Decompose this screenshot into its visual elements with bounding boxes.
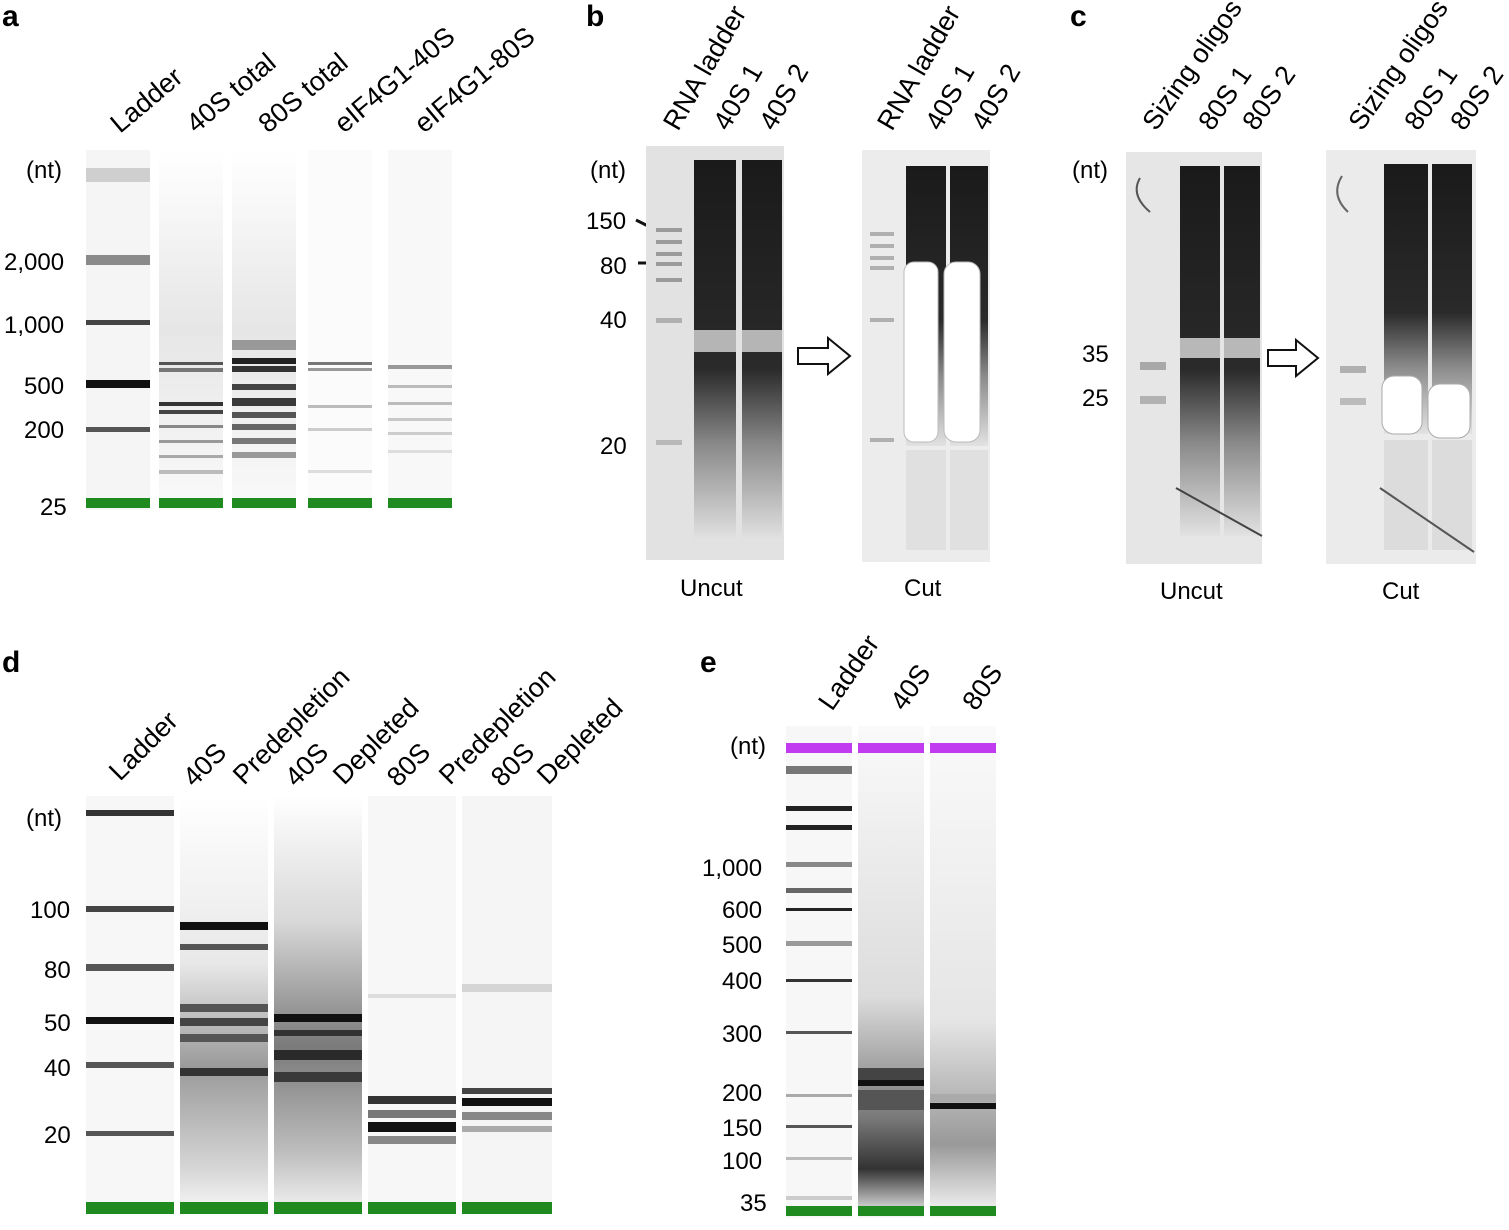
tick-label: 500 [24,373,64,400]
tick-label: 40 [44,1055,71,1082]
panel-b-label: b [586,0,604,33]
panel-d-label: d [2,646,20,679]
tick-label: 20 [600,433,627,460]
panel-a: a Ladder 40S total 80S total eIF4G1-40S … [2,0,541,521]
sample-bands [232,340,296,458]
panel-e: e Ladder 40S 80S (nt) 1,000 600 500 400 … [700,629,1008,1218]
caption-cut: Cut [904,575,942,602]
lane-label: 40S [177,737,232,792]
sample-bands [308,362,372,473]
sample-bands [368,994,456,1144]
sample-bands [858,1068,924,1110]
unit-label: (nt) [590,157,626,184]
marker-bands [786,743,996,1216]
gel-lane [368,796,456,1214]
tick-label: 150 [722,1115,762,1142]
sample-bands [462,984,552,1132]
tick-label: 200 [24,417,64,444]
lane-label: 40S 2 [753,59,814,135]
lane-label: 80S [956,659,1008,716]
tick-label: 1,000 [702,855,762,882]
sample-bands [930,1094,996,1109]
tick-label: 20 [44,1122,71,1149]
unit-label: (nt) [1072,157,1108,184]
unit-label: (nt) [730,733,766,760]
sample-bands [388,365,452,453]
gel-lane [786,726,852,1218]
arrow-icon [797,335,852,377]
gel-lane [232,150,296,510]
tick-label: 2,000 [4,249,64,276]
excised-region [943,261,981,443]
tick-label: 500 [722,932,762,959]
tick-label: 100 [722,1148,762,1175]
ladder-bands [870,232,894,442]
gel-lane [86,150,150,510]
ladder-bands [786,766,852,1200]
lane-label: 40S [884,659,936,716]
excised-region [1381,375,1423,435]
marker-bands [86,1202,552,1214]
ladder-bands [86,168,150,432]
panel-c: c Sizing oligos 80S 1 80S 2 Sizing oligo… [1070,0,1509,605]
excised-region [903,261,939,443]
gel-lane [86,796,174,1214]
tick-label: 300 [722,1021,762,1048]
lane-label: Ladder [105,62,189,139]
sample-bands [180,922,268,1076]
gel-lane [462,796,552,1214]
lane-label: Ladder [812,629,885,715]
ladder-bands [86,810,174,1136]
unit-label: (nt) [26,805,62,832]
lane-label: Ladder [103,706,184,787]
tick-label: 1,000 [4,312,64,339]
tick-label: 100 [30,897,70,924]
marker-bands [86,498,452,508]
panel-a-label: a [2,0,19,33]
tick-label: 80 [44,957,71,984]
excised-region [1427,383,1471,439]
lane-label: Depleted [531,693,629,791]
tick-label: 150 [586,208,626,235]
ladder-bands [656,228,682,445]
tick-label: 50 [44,1010,71,1037]
gel-lane [274,796,362,1214]
sample-bands [274,1014,362,1082]
gel-lane [858,726,924,1218]
panel-c-label: c [1070,0,1087,33]
caption-cut: Cut [1382,578,1420,605]
caption-uncut: Uncut [680,575,743,602]
tick-label: 35 [740,1190,767,1217]
tick-label: 600 [722,897,762,924]
tick-label: 400 [722,968,762,995]
tick-label: 35 [1082,341,1109,368]
gel-lane [159,150,223,510]
gel-lane [930,726,996,1218]
gel-lane [308,150,372,510]
sample-bands [159,362,223,474]
tick-label: 40 [600,307,627,334]
unit-label: (nt) [26,157,62,184]
panel-b: b RNA ladder 40S 1 40S 2 RNA ladder 40S … [586,0,1026,602]
lane-label: 40S 2 [965,59,1026,135]
tick-label: 25 [40,494,67,521]
caption-uncut: Uncut [1160,578,1223,605]
tick-label: 200 [722,1080,762,1107]
arrow-icon [1267,337,1320,379]
panel-e-label: e [700,646,717,679]
gel-lane [388,150,452,510]
tick-label: 80 [600,253,627,280]
tick-label: 25 [1082,385,1109,412]
panel-d: d Ladder 40S Predepletion 40S Depleted 8… [2,646,629,1214]
